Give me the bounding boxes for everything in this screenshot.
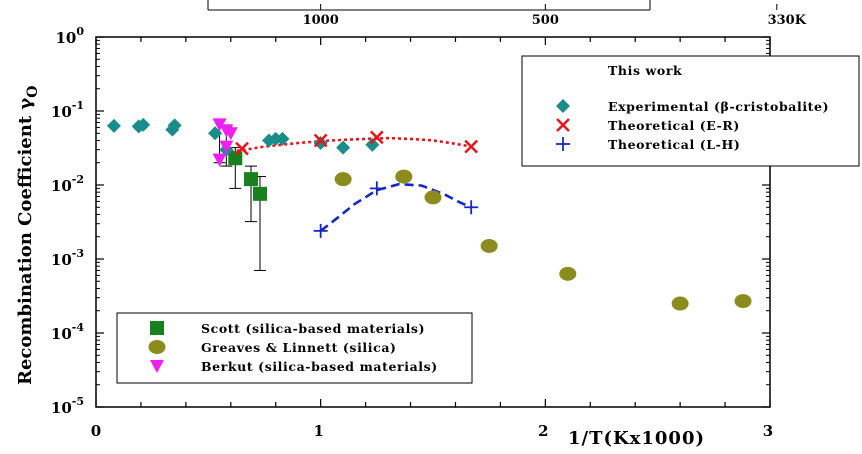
data-point bbox=[395, 169, 413, 184]
plot-frame bbox=[95, 36, 771, 408]
legend-title: This work bbox=[608, 63, 682, 78]
data-point bbox=[313, 135, 328, 150]
legend-label: Scott (silica-based materials) bbox=[201, 321, 425, 336]
data-point-stroke bbox=[369, 130, 384, 145]
data-point bbox=[167, 118, 182, 133]
data-point bbox=[136, 117, 151, 132]
y-tick-base: 10 bbox=[51, 399, 72, 417]
data-point bbox=[336, 140, 351, 155]
y-tick-label: 10-3 bbox=[51, 247, 84, 269]
data-point-stroke bbox=[313, 133, 328, 148]
y-tick-label: 10-4 bbox=[51, 321, 84, 343]
data-point bbox=[464, 139, 479, 154]
legend-label: Theoretical (E-R) bbox=[608, 118, 740, 133]
y-tick-exponent: -5 bbox=[72, 395, 84, 408]
legend-label: Theoretical (L-H) bbox=[608, 137, 740, 152]
y-tick-label: 10-2 bbox=[51, 173, 84, 195]
y-tick-label: 10-1 bbox=[51, 99, 84, 121]
top-axis-tick-label: 330K bbox=[768, 13, 807, 28]
y-tick-base: 10 bbox=[51, 325, 72, 343]
y-tick-exponent: 0 bbox=[76, 25, 84, 38]
y-tick-exponent: -2 bbox=[72, 173, 84, 186]
data-point bbox=[480, 238, 498, 253]
top-axis-tick-label: 500 bbox=[532, 13, 559, 28]
data-point bbox=[219, 140, 234, 154]
data-point bbox=[734, 294, 752, 309]
data-point bbox=[313, 133, 328, 148]
data-point bbox=[464, 200, 479, 215]
data-point bbox=[244, 172, 259, 187]
data-point bbox=[235, 141, 249, 156]
data-point bbox=[253, 186, 268, 201]
legend-label: Greaves & Linnett (silica) bbox=[201, 340, 397, 355]
data-point bbox=[223, 127, 238, 141]
legend-label: Berkut (silica-based materials) bbox=[201, 359, 438, 374]
y-tick-exponent: -4 bbox=[72, 321, 85, 334]
legend-label: Experimental (β-cristobalite) bbox=[608, 99, 829, 114]
x-tick-label: 1 bbox=[313, 422, 323, 440]
y-tick-label: 100 bbox=[55, 25, 84, 47]
data-point bbox=[365, 137, 380, 152]
legend-bottom-box bbox=[116, 312, 473, 384]
data-point bbox=[208, 126, 223, 141]
data-point-stroke bbox=[464, 139, 479, 154]
x-axis-title: 1/T(Kx1000) bbox=[568, 428, 705, 449]
legend-marker bbox=[556, 118, 570, 132]
data-point bbox=[424, 190, 442, 205]
series-curve bbox=[319, 182, 472, 232]
x-tick-label: 3 bbox=[763, 422, 773, 440]
y-tick-exponent: -1 bbox=[72, 99, 84, 112]
x-tick-label: 2 bbox=[538, 422, 548, 440]
data-point bbox=[106, 118, 121, 133]
top-axis-tick-label: 1000 bbox=[303, 13, 339, 28]
legend-top-box bbox=[521, 55, 860, 167]
y-tick-exponent: -3 bbox=[72, 247, 84, 260]
legend-marker bbox=[556, 99, 570, 113]
data-point bbox=[313, 223, 328, 238]
data-point bbox=[369, 130, 384, 145]
data-point bbox=[212, 118, 227, 132]
y-tick-base: 10 bbox=[51, 103, 72, 121]
data-point bbox=[559, 266, 577, 281]
data-point bbox=[212, 153, 227, 167]
y-tick-label: 10-5 bbox=[51, 395, 84, 417]
data-point bbox=[228, 151, 243, 166]
data-point bbox=[369, 181, 384, 196]
legend-marker bbox=[150, 360, 164, 373]
legend-marker bbox=[148, 340, 166, 354]
legend-marker bbox=[150, 321, 164, 335]
data-point bbox=[671, 296, 689, 311]
data-point-stroke bbox=[235, 141, 249, 156]
data-point bbox=[275, 131, 290, 146]
data-point bbox=[334, 172, 352, 187]
y-tick-base: 10 bbox=[51, 177, 72, 195]
legend-marker-stroke bbox=[556, 118, 570, 132]
y-axis-title: Recombination Coefficient γO bbox=[15, 85, 41, 385]
y-axis-title-subscript: O bbox=[25, 85, 41, 97]
legend-marker bbox=[556, 137, 570, 151]
y-tick-base: 10 bbox=[55, 29, 76, 47]
x-tick-label: 0 bbox=[91, 422, 101, 440]
y-tick-base: 10 bbox=[51, 251, 72, 269]
